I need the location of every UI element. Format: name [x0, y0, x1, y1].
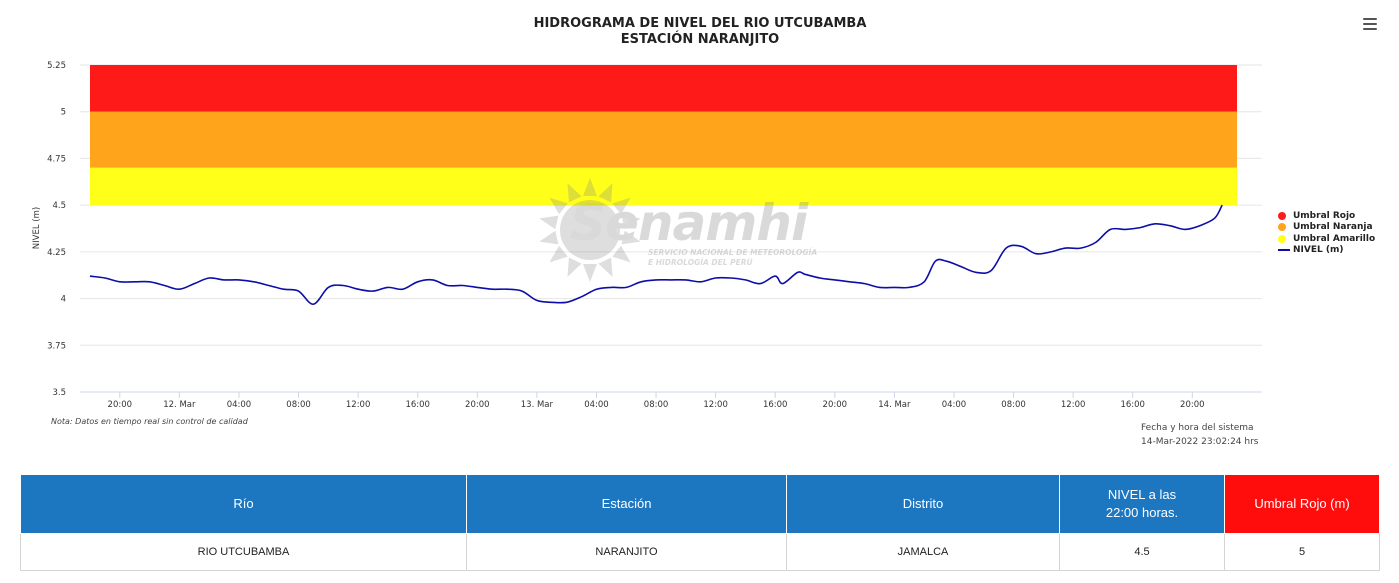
x-tick-label: 16:00: [763, 400, 788, 410]
x-tick-label: 20:00: [108, 400, 133, 410]
cell-rio: RIO UTCUBAMBA: [20, 533, 467, 571]
x-tick-label: 20:00: [465, 400, 490, 410]
x-axis: 20:00 12. Mar 04:00 08:00 12:00 16:00 20:00 13.…: [80, 391, 1262, 410]
x-tick-label: 14. Mar: [878, 400, 911, 410]
x-tick-label: 04:00: [942, 400, 967, 410]
legend-item-umbral-amarillo[interactable]: Umbral Amarillo: [1278, 233, 1375, 245]
legend-label: NIVEL (m): [1293, 245, 1344, 256]
cell-estacion: NARANJITO: [466, 533, 787, 571]
legend-dot-icon: [1278, 211, 1286, 220]
legend-item-umbral-naranja[interactable]: Umbral Naranja: [1278, 222, 1375, 234]
header-nivel-line-2: 22:00 horas.: [1105, 505, 1179, 520]
cell-umbral: 5: [1224, 533, 1380, 571]
x-tick-label: 12:00: [703, 400, 728, 410]
system-datetime-label: Fecha y hora del sistema: [1141, 423, 1254, 433]
data-quality-note: Nota: Datos en tiempo real sin control d…: [51, 417, 248, 426]
legend-dot-icon: [1278, 223, 1286, 232]
legend-label: Umbral Rojo: [1293, 210, 1356, 221]
menu-bar: [1363, 18, 1377, 20]
x-tick-label: 04:00: [584, 400, 609, 410]
table-row: RIO UTCUBAMBA NARANJITO JAMALCA 4.5 5: [20, 533, 1380, 571]
x-tick-label: 08:00: [286, 400, 311, 410]
legend-dot-icon: [1278, 234, 1286, 243]
header-rio: Río: [20, 474, 467, 534]
threshold-bands: [90, 65, 1237, 206]
menu-bar: [1363, 28, 1377, 30]
legend-item-nivel[interactable]: NIVEL (m): [1278, 245, 1375, 257]
cell-nivel: 4.5: [1059, 533, 1225, 571]
chart-title: HIDROGRAMA DE NIVEL DEL RIO UTCUBAMBA: [534, 16, 867, 31]
legend-item-umbral-rojo[interactable]: Umbral Rojo: [1278, 210, 1375, 222]
legend-line-icon: [1278, 249, 1290, 252]
table-header-row: Río Estación Distrito NIVEL a las 22:00 …: [20, 474, 1380, 534]
header-nivel: NIVEL a las 22:00 horas.: [1059, 474, 1225, 534]
y-tick-label: 4: [61, 295, 66, 305]
band-umbral-amarillo: [90, 167, 1237, 206]
y-tick-label: 3.5: [52, 388, 66, 398]
legend-label: Umbral Amarillo: [1293, 233, 1376, 244]
series-line-nivel: [89, 204, 1223, 305]
y-tick-label: 3.75: [47, 341, 66, 351]
y-axis: 5.25 5 4.75 4.5 4.25 4 3.75 3.5: [47, 61, 66, 398]
chart-canvas: HIDROGRAMA DE NIVEL DEL RIO UTCUBAMBA ES…: [32, 16, 1262, 410]
y-tick-label: 4.75: [47, 154, 66, 164]
hydrograph-chart: HIDROGRAMA DE NIVEL DEL RIO UTCUBAMBA ES…: [32, 16, 1377, 449]
system-datetime: Fecha y hora del sistema 14-Mar-2022 23:…: [1141, 421, 1259, 449]
header-estacion: Estación: [466, 474, 787, 534]
x-tick-label: 04:00: [227, 400, 252, 410]
header-distrito: Distrito: [786, 474, 1060, 534]
chart-menu-icon[interactable]: [1363, 18, 1377, 30]
legend-label: Umbral Naranja: [1293, 222, 1373, 233]
station-info-table: Río Estación Distrito NIVEL a las 22:00 …: [20, 474, 1380, 571]
x-tick-label: 12:00: [1061, 400, 1086, 410]
band-umbral-rojo: [90, 65, 1237, 112]
x-tick-label: 12. Mar: [163, 400, 196, 410]
x-tick-label: 20:00: [1180, 400, 1205, 410]
y-tick-label: 4.5: [52, 201, 66, 211]
band-umbral-naranja: [90, 111, 1237, 168]
series-nivel: [89, 204, 1223, 305]
header-umbral-rojo: Umbral Rojo (m): [1224, 474, 1380, 534]
menu-bar: [1363, 23, 1377, 25]
y-tick-label: 5: [61, 108, 66, 118]
chart-subtitle: ESTACIÓN NARANJITO: [621, 31, 779, 47]
x-tick-label: 16:00: [405, 400, 430, 410]
cell-distrito: JAMALCA: [786, 533, 1060, 571]
y-tick-label: 4.25: [47, 248, 66, 258]
x-tick-label: 08:00: [644, 400, 669, 410]
y-axis-label: NIVEL (m): [32, 207, 42, 249]
x-tick-label: 08:00: [1001, 400, 1026, 410]
x-tick-label: 12:00: [346, 400, 371, 410]
chart-legend: Umbral Rojo Umbral Naranja Umbral Amaril…: [1278, 210, 1375, 256]
x-tick-label: 13. Mar: [521, 400, 554, 410]
x-tick-label: 16:00: [1120, 400, 1145, 410]
header-nivel-line-1: NIVEL a las: [1107, 487, 1177, 502]
system-datetime-value: 14-Mar-2022 23:02:24 hrs: [1141, 437, 1259, 447]
x-tick-label: 20:00: [823, 400, 848, 410]
y-tick-label: 5.25: [47, 61, 66, 71]
